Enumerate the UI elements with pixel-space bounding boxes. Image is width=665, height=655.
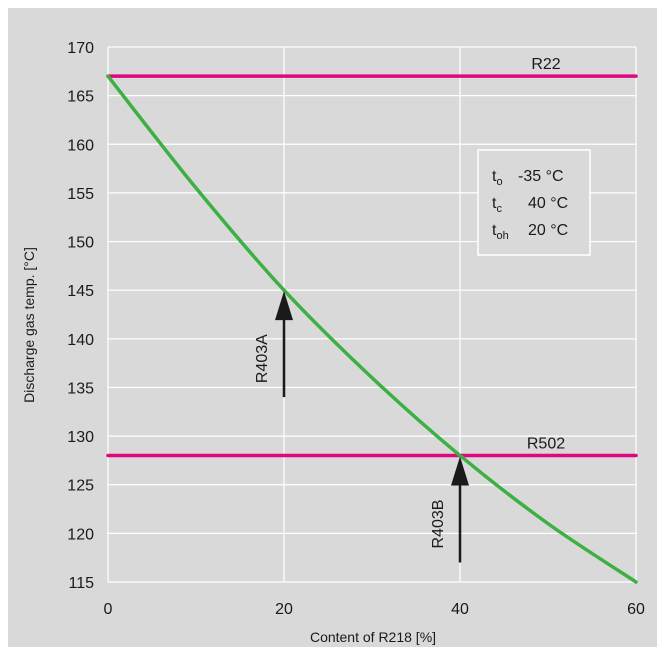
y-tick-label: 170 xyxy=(67,40,94,57)
arrow-r403a-head xyxy=(275,291,293,321)
plot-panel xyxy=(8,8,657,647)
y-tick-label: 160 xyxy=(67,137,94,154)
condition-condensing: tc 40 °C xyxy=(492,195,568,215)
condition-condensing-symbol: t xyxy=(492,195,497,212)
y-tick-label: 145 xyxy=(67,283,94,300)
condition-superheat-symbol: t xyxy=(492,222,497,239)
arrow-r403b-head xyxy=(451,456,469,486)
arrow-r403a-label: R403A xyxy=(254,334,271,383)
x-tick-label: 20 xyxy=(275,601,293,618)
condition-evaporating-symbol: t xyxy=(492,168,497,185)
series-label-r502: R502 xyxy=(527,436,565,453)
condition-condensing-value: 40 °C xyxy=(528,195,568,212)
condition-superheat: toh 20 °C xyxy=(492,222,568,242)
series-group xyxy=(106,74,638,584)
y-tick-label: 130 xyxy=(67,429,94,446)
y-tick-label: 125 xyxy=(67,478,94,495)
conditions-legend: to -35 °C tc 40 °C toh 20 °C xyxy=(477,149,591,256)
labels: 115 120 125 130 135 140 145 150 155 160 165 170 0 20 4… xyxy=(67,40,645,618)
y-tick-label: 120 xyxy=(67,526,94,543)
y-axis-title: Discharge gas temp. [°C] xyxy=(21,247,37,403)
y-tick-label: 135 xyxy=(67,380,94,397)
condition-superheat-sub: oh xyxy=(496,230,508,242)
condition-evaporating: to -35 °C xyxy=(492,168,564,188)
x-tick-label: 40 xyxy=(451,601,469,618)
x-tick-label: 60 xyxy=(627,601,645,618)
condition-evaporating-value: -35 °C xyxy=(518,168,564,185)
annotation-arrows xyxy=(275,291,469,563)
arrow-r403b-label: R403B xyxy=(430,500,447,549)
condition-condensing-sub: c xyxy=(496,203,502,215)
y-tick-label: 155 xyxy=(67,186,94,203)
y-tick-label: 140 xyxy=(67,332,94,349)
conditions-box xyxy=(477,149,591,256)
condition-superheat-value: 20 °C xyxy=(528,222,568,239)
y-tick-label: 165 xyxy=(67,89,94,106)
series-label-r22: R22 xyxy=(531,56,560,73)
x-tick-label: 0 xyxy=(104,601,113,618)
condition-evaporating-sub: o xyxy=(496,176,502,188)
series-line-curve xyxy=(106,74,638,584)
y-tick-label: 115 xyxy=(68,575,94,592)
x-axis-title: Content of R218 [%] xyxy=(310,629,436,645)
y-tick-label: 150 xyxy=(67,235,94,252)
